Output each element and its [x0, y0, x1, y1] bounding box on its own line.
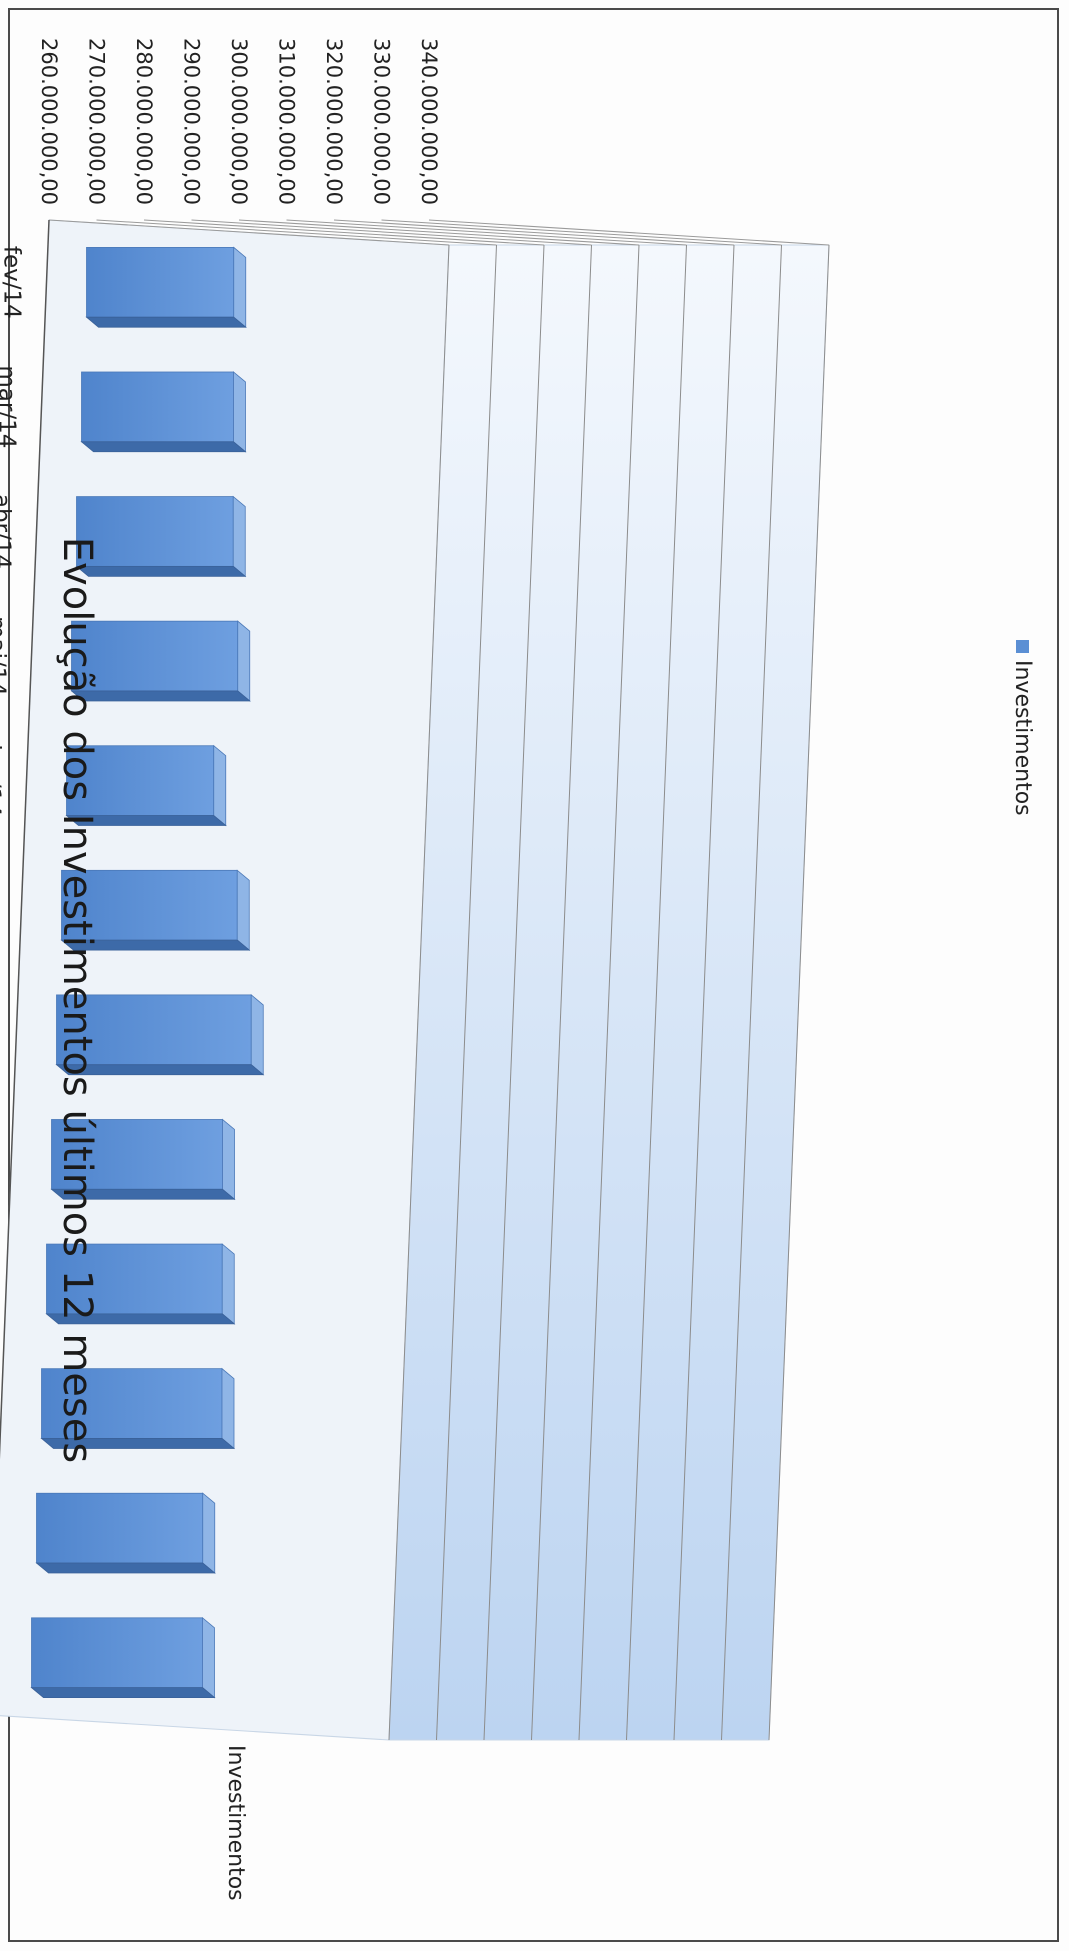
bar: [45, 1243, 236, 1325]
category-label: fev/14: [0, 246, 25, 319]
gridline-depth: [333, 219, 735, 246]
chart-frame: [8, 8, 1059, 1942]
bar: [60, 869, 251, 951]
bar-side: [80, 441, 247, 453]
gridline: [388, 244, 450, 1741]
bar-top: [202, 1616, 215, 1699]
gridline-depth: [238, 219, 640, 246]
gridline: [721, 244, 782, 1741]
bar: [40, 1367, 236, 1450]
gridline: [436, 244, 497, 1741]
bar-front: [31, 1617, 203, 1688]
bar-side: [60, 939, 251, 951]
legend-label: Investimentos: [1010, 660, 1035, 816]
bar-top: [237, 620, 251, 702]
gridline-depth: [428, 219, 830, 246]
depth-axis-label: Investimentos: [223, 1745, 248, 1901]
bars: [30, 246, 265, 1699]
plot-area: 260.000.000,00 270.000.000,00 280.000.000,…: [0, 38, 830, 1741]
y-tick-label: 290.000.000,00: [180, 38, 204, 205]
y-tick-label: 280.000.000,00: [132, 38, 156, 205]
bar-side: [70, 690, 251, 702]
bar-front: [81, 371, 234, 443]
bar-top: [233, 246, 247, 329]
gridline-depth: [143, 219, 545, 246]
bar-front: [36, 1492, 204, 1564]
bar-front: [86, 247, 235, 318]
gridline: [673, 244, 735, 1741]
bar: [65, 744, 227, 827]
gridlines: [48, 219, 830, 1741]
category-label: jun/14: [0, 743, 5, 817]
gridline: [483, 244, 545, 1741]
y-tick-label: 340.000.000,00: [417, 38, 441, 205]
chart-title: Evolução dos Investimentos últimos 12 me…: [54, 537, 100, 1463]
value-axis-ticks: 260.000.000,00 270.000.000,00 280.000.000,…: [37, 38, 441, 205]
gridline: [531, 244, 592, 1741]
bar: [50, 1118, 236, 1201]
gridline: [768, 244, 830, 1741]
bar: [70, 620, 251, 702]
bar-side: [30, 1687, 216, 1698]
legend: Investimentos: [1010, 640, 1035, 816]
bar: [35, 1492, 216, 1574]
category-label: abr/14: [0, 494, 15, 569]
category-label: mai/14: [0, 616, 10, 696]
y-tick-label: 330.000.000,00: [370, 38, 394, 205]
gridline-depth: [381, 219, 782, 246]
bar-side: [50, 1188, 236, 1200]
bar: [80, 371, 247, 453]
bar-top: [222, 1118, 235, 1201]
bar-top: [236, 869, 250, 951]
bar-side: [75, 565, 247, 577]
y-tick-label: 310.000.000,00: [275, 38, 299, 205]
gridline-depth: [286, 219, 687, 246]
bar-top: [213, 744, 227, 827]
y-tick-label: 320.000.000,00: [322, 38, 346, 205]
category-axis-line: [0, 219, 50, 1716]
bar: [85, 246, 247, 329]
bar-top: [232, 495, 246, 578]
bar-side: [65, 815, 227, 826]
bar-side: [35, 1562, 216, 1574]
bar-top: [202, 1492, 216, 1574]
gridline: [626, 244, 687, 1741]
bar: [30, 1616, 216, 1699]
legend-swatch: [1016, 640, 1029, 653]
bar-side: [40, 1438, 236, 1449]
gridline-depth: [48, 219, 450, 246]
y-tick-label: 270.000.000,00: [85, 38, 109, 205]
gridline: [578, 244, 640, 1741]
y-tick-label: 260.000.000,00: [37, 38, 61, 205]
bar: [75, 495, 247, 578]
bar-side: [45, 1313, 236, 1325]
y-tick-label: 300.000.000,00: [227, 38, 251, 205]
bar-top: [233, 371, 246, 453]
bar: [55, 994, 265, 1076]
bar-side: [85, 316, 247, 328]
bar-top: [250, 994, 264, 1076]
category-axis-labels: fev/14mar/14abr/14mai/14jun/14jul/14ago/…: [0, 246, 25, 817]
bar-top: [221, 1243, 235, 1325]
gridline-depth: [191, 219, 592, 246]
category-label: mar/14: [0, 365, 20, 448]
bar-top: [221, 1367, 235, 1450]
bar-front: [76, 496, 234, 567]
bar-side: [55, 1064, 265, 1076]
gridline-depth: [96, 219, 497, 246]
